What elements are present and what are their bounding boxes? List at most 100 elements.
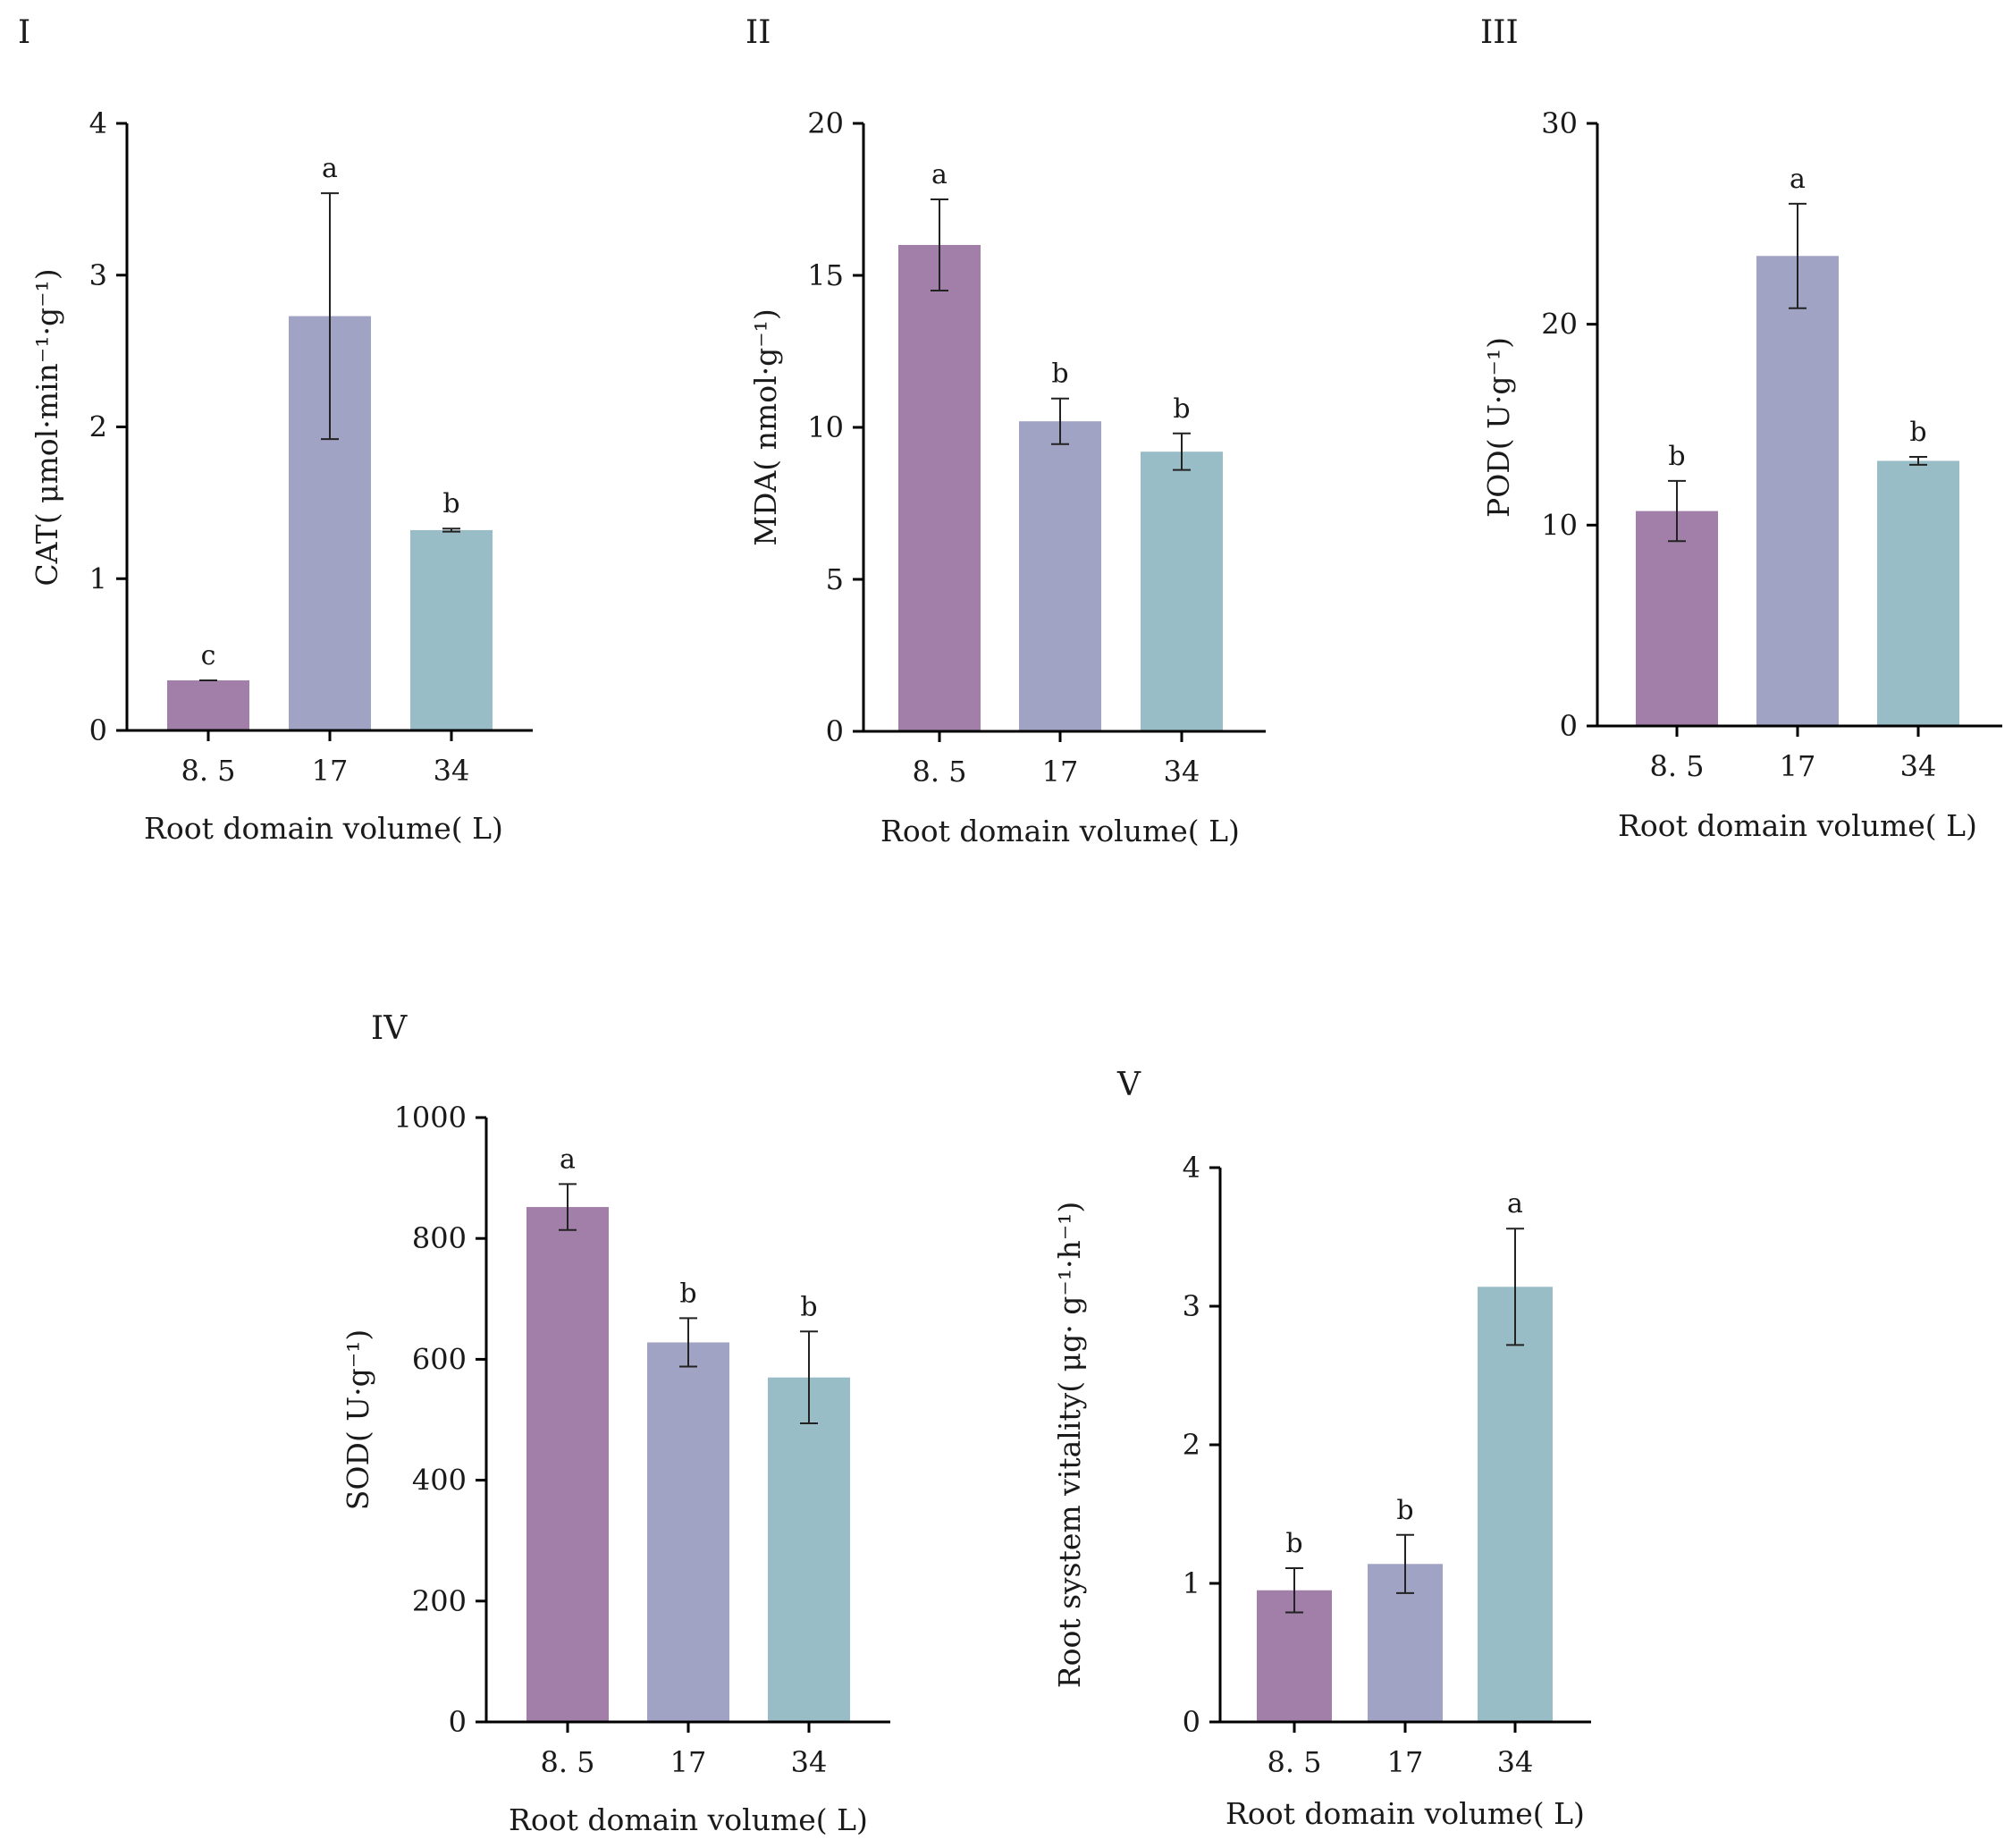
y-tick-label: 4 [89, 106, 107, 140]
y-axis-title: POD( U·g⁻¹) [1481, 337, 1516, 518]
significance-letter-1: a [931, 159, 948, 190]
error-bar-1 [1285, 1566, 1303, 1614]
x-tick-label: 34 [434, 754, 470, 788]
y-tick-label: 4 [1183, 1151, 1200, 1185]
panel-label: II [745, 14, 771, 51]
error-bar-2 [1396, 1533, 1414, 1594]
bar-3 [410, 529, 493, 730]
x-tick-label: 34 [1164, 755, 1200, 789]
y-tick-label: 3 [89, 258, 107, 292]
y-tick-label: 1 [1183, 1566, 1200, 1600]
y-tick-label: 20 [1541, 308, 1578, 342]
x-tick-label: 8. 5 [181, 754, 235, 788]
panel-label: I [18, 14, 30, 51]
y-tick-label: 400 [412, 1464, 467, 1498]
error-bar-2 [321, 192, 339, 441]
x-axis-title: Root domain volume( L) [144, 811, 503, 846]
panel-i: I CAT( μmol·min⁻¹·g⁻¹) Root domain volume(… [18, 14, 533, 846]
x-tick-label: 8. 5 [1649, 749, 1704, 783]
panel-label: III [1480, 14, 1519, 51]
significance-letter-1: a [560, 1143, 576, 1175]
significance-letter-3: b [800, 1291, 817, 1322]
y-tick-label: 2 [89, 410, 107, 444]
error-bar-3 [1506, 1228, 1524, 1346]
significance-letter-2: a [322, 153, 338, 184]
bar-3 [1141, 451, 1223, 731]
error-bar-2 [1051, 397, 1069, 445]
error-bar-3 [442, 527, 460, 533]
y-tick-label: 600 [412, 1342, 467, 1376]
x-tick-label: 34 [1497, 1745, 1534, 1779]
x-axis-title: Root domain volume( L) [509, 1802, 868, 1837]
significance-letter-2: a [1790, 164, 1806, 195]
y-tick-label: 0 [1560, 709, 1578, 743]
y-tick-label: 0 [1183, 1705, 1200, 1739]
bar-1 [898, 245, 981, 731]
significance-letter-1: b [1668, 441, 1685, 472]
x-tick-label: 8. 5 [540, 1745, 594, 1779]
panel-ii: II MDA( nmol·g⁻¹) Root domain volume( L) a b… [745, 14, 1266, 848]
y-tick-label: 1000 [394, 1101, 467, 1135]
x-tick-label: 17 [312, 754, 349, 788]
error-bar-1 [1668, 479, 1686, 543]
x-tick-label: 34 [1900, 749, 1937, 783]
error-bar-1 [559, 1183, 577, 1231]
x-axis-title: Root domain volume( L) [1618, 808, 1977, 843]
x-axis-title: Root domain volume( L) [1225, 1796, 1585, 1831]
bar-2 [1756, 256, 1839, 726]
error-bar-1 [931, 198, 948, 291]
panel-label: IV [371, 1010, 408, 1047]
bar-1 [526, 1207, 609, 1722]
significance-letter-3: b [1173, 393, 1190, 425]
panel-iii: III POD( U·g⁻¹) Root domain volume( L) b a b 0… [1480, 14, 2002, 843]
significance-letter-1: b [1285, 1528, 1302, 1559]
y-tick-label: 0 [449, 1705, 467, 1739]
bar-3 [1877, 460, 1959, 726]
y-tick-label: 10 [1541, 508, 1578, 542]
x-axis-title: Root domain volume( L) [880, 814, 1240, 848]
bar-2 [647, 1342, 729, 1722]
bar-1 [1636, 511, 1718, 726]
y-tick-label: 30 [1541, 106, 1578, 140]
error-bar-3 [800, 1330, 818, 1425]
significance-letter-2: b [1051, 359, 1068, 390]
y-tick-label: 200 [412, 1584, 467, 1618]
y-axis-title: SOD( U·g⁻¹) [341, 1329, 375, 1510]
y-tick-label: 2 [1183, 1428, 1200, 1462]
panel-iv: IV SOD( U·g⁻¹) Root domain volume( L) a b b 0 2… [341, 1010, 890, 1837]
error-bar-2 [679, 1317, 697, 1368]
y-axis-title: CAT( μmol·min⁻¹·g⁻¹) [29, 268, 64, 586]
y-tick-label: 15 [807, 258, 844, 292]
x-tick-label: 17 [670, 1745, 707, 1779]
y-tick-label: 1 [89, 561, 107, 595]
y-axis-title: MDA( nmol·g⁻¹) [748, 308, 783, 546]
bar-2 [1019, 421, 1101, 731]
significance-letter-1: c [201, 640, 216, 671]
x-tick-label: 34 [791, 1745, 828, 1779]
y-tick-label: 0 [89, 713, 107, 747]
y-tick-label: 800 [412, 1221, 467, 1255]
y-tick-label: 0 [826, 714, 844, 748]
y-tick-label: 5 [826, 562, 844, 596]
x-tick-label: 8. 5 [1267, 1745, 1321, 1779]
y-axis-title: Root system vitality( μg· g⁻¹·h⁻¹) [1052, 1202, 1087, 1689]
y-tick-label: 10 [807, 410, 844, 444]
panel-v: V Root system vitality( μg· g⁻¹·h⁻¹) Root … [1052, 1067, 1591, 1831]
x-tick-label: 17 [1042, 755, 1079, 789]
bar-3 [768, 1377, 850, 1722]
significance-letter-3: b [442, 488, 459, 519]
x-tick-label: 17 [1780, 749, 1816, 783]
significance-letter-3: a [1507, 1188, 1523, 1219]
significance-letter-2: b [679, 1278, 696, 1309]
bar-1 [167, 679, 249, 730]
bar-3 [1478, 1287, 1553, 1722]
significance-letter-3: b [1909, 417, 1926, 448]
panel-label: V [1116, 1067, 1141, 1103]
error-bar-3 [1173, 432, 1191, 471]
significance-letter-2: b [1396, 1495, 1413, 1526]
error-bar-2 [1789, 202, 1807, 309]
y-tick-label: 20 [807, 106, 844, 140]
x-tick-label: 8. 5 [912, 755, 966, 789]
y-tick-label: 3 [1183, 1289, 1200, 1323]
